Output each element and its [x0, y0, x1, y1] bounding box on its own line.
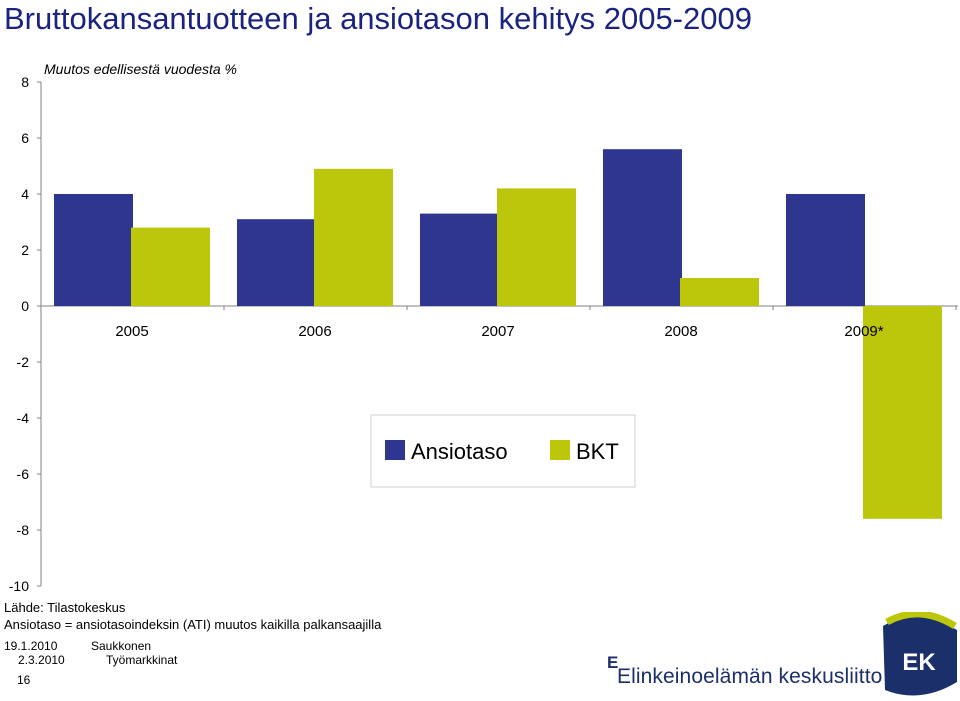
date-1: 19.1.2010 — [4, 639, 58, 653]
bars — [54, 149, 942, 519]
bar-bkt-2009 — [863, 306, 942, 519]
bar-bkt-2008 — [680, 278, 759, 306]
bar-ansiotaso-2006 — [237, 219, 316, 306]
legend-box — [370, 414, 636, 488]
y-tick-label: -10 — [9, 578, 29, 594]
legend: Ansiotaso BKT — [370, 414, 636, 488]
y-tick-label: 4 — [21, 186, 29, 202]
category-labels: 2005 2006 2007 2008 2009* — [115, 306, 957, 340]
y-tick-label: -2 — [17, 354, 30, 370]
bar-ansiotaso-2007 — [420, 213, 499, 306]
category-label: 2005 — [115, 323, 148, 340]
bar-ansiotaso-2009 — [786, 194, 865, 306]
page-title: Bruttokansantuotteen ja ansiotason kehit… — [4, 1, 752, 36]
ek-logo-badge: EK — [902, 649, 936, 676]
legend-label-bkt: BKT — [576, 439, 619, 464]
org-name: Elinkeinoelämän keskusliitto — [617, 665, 883, 688]
note-text: Ansiotaso = ansiotasoindeksin (ATI) muut… — [4, 617, 382, 632]
y-tick-label: 6 — [21, 130, 29, 146]
source-text: Lähde: Tilastokeskus — [4, 600, 126, 615]
bar-ansiotaso-2008 — [603, 149, 682, 306]
y-tick-label: -4 — [17, 410, 30, 426]
legend-swatch-bkt — [550, 440, 570, 460]
y-tick-label: 2 — [21, 242, 29, 258]
ek-logo-swoosh — [885, 612, 957, 630]
y-tick-label: -8 — [17, 522, 30, 538]
legend-swatch-ansiotaso — [385, 440, 405, 460]
page-number: 16 — [17, 673, 31, 687]
y-tick-label: 8 — [21, 74, 29, 90]
bar-bkt-2005 — [131, 227, 210, 306]
category-label: 2009* — [844, 323, 883, 340]
ek-logo-shape — [883, 616, 957, 696]
ek-logo-icon: EK — [883, 612, 957, 696]
category-label: 2006 — [298, 323, 331, 340]
y-axis-ticks: 8 6 4 2 0 -2 -4 -6 -8 -10 — [9, 74, 41, 594]
bar-bkt-2006 — [314, 168, 393, 306]
legend-label-ansiotaso: Ansiotaso — [411, 439, 508, 464]
y-tick-label: 0 — [21, 298, 29, 314]
chart-subtitle: Muutos edellisestä vuodesta % — [44, 61, 237, 77]
org-initial: E — [607, 653, 619, 672]
author-name: Saukkonen — [91, 639, 152, 653]
bar-ansiotaso-2005 — [54, 194, 133, 306]
department-name: Työmarkkinat — [106, 653, 178, 667]
y-tick-label: -6 — [17, 466, 30, 482]
category-label: 2008 — [664, 323, 697, 340]
category-label: 2007 — [481, 323, 514, 340]
bar-bkt-2007 — [497, 188, 576, 306]
date-2: 2.3.2010 — [18, 653, 65, 667]
chart: 8 6 4 2 0 -2 -4 -6 -8 -10 Muutos edellisestä vuod… — [9, 61, 958, 594]
